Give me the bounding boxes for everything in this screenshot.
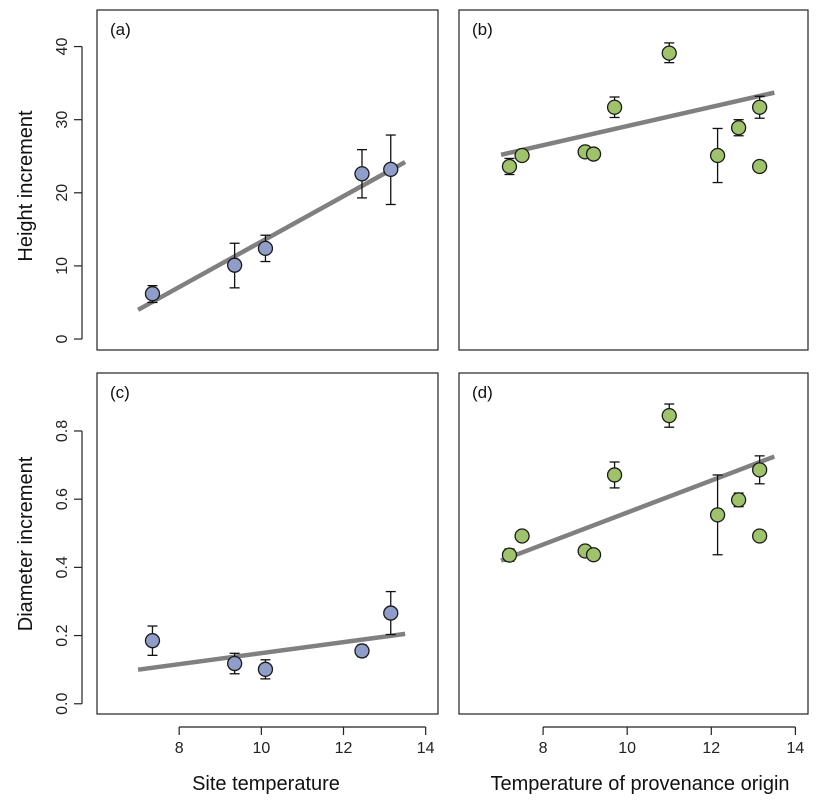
x-tick-label: 8 xyxy=(175,740,184,757)
panel-label: (a) xyxy=(110,20,131,39)
y-tick-label: 0.0 xyxy=(54,693,71,715)
plot-frame xyxy=(458,372,809,715)
data-point xyxy=(383,605,399,621)
data-point xyxy=(730,120,747,136)
panel-label: (c) xyxy=(110,383,130,402)
x-tick-label: 14 xyxy=(786,740,804,757)
data-point xyxy=(585,146,602,162)
data-point xyxy=(751,99,768,115)
panel-label: (d) xyxy=(472,383,493,402)
x-tick-label: 14 xyxy=(417,740,435,757)
y-tick-label: 10 xyxy=(54,257,71,275)
data-point xyxy=(144,286,161,302)
data-point xyxy=(606,99,623,115)
data-point xyxy=(501,547,518,563)
data-point xyxy=(257,240,274,257)
x-tick-label: 12 xyxy=(702,740,720,757)
data-point xyxy=(144,633,161,649)
y-axis-title-top: Height increment xyxy=(15,110,37,262)
y-tick-label: 30 xyxy=(54,111,71,129)
y-tick-label: 0 xyxy=(54,334,71,343)
data-point xyxy=(585,547,602,563)
y-tick-label: 0.6 xyxy=(54,488,71,510)
y-tick-label: 20 xyxy=(54,184,71,202)
panel-label: (b) xyxy=(472,20,493,39)
regression-line xyxy=(500,454,776,563)
data-point xyxy=(709,507,726,523)
data-point xyxy=(730,492,747,508)
data-point xyxy=(226,655,243,672)
y-axis-title-bottom: Diameter increment xyxy=(15,456,37,631)
panel-a: (a) 0 10 20 30 40 xyxy=(54,9,439,351)
data-point xyxy=(751,158,768,175)
data-point xyxy=(751,528,768,544)
x-tick-label: 8 xyxy=(539,740,548,757)
data-point xyxy=(383,161,399,178)
panel-d: (d) 8 10 12 14 xyxy=(458,372,809,757)
data-point xyxy=(751,462,768,478)
data-point xyxy=(226,257,243,273)
regression-line xyxy=(136,160,407,312)
data-point xyxy=(661,45,677,61)
regression-line xyxy=(500,90,775,157)
plot-frame xyxy=(96,9,439,351)
data-point xyxy=(354,166,370,182)
x-axis-title-right: Temperature of provenance origin xyxy=(490,773,789,795)
data-point xyxy=(709,147,726,164)
y-tick-label: 0.4 xyxy=(54,556,71,578)
x-tick-label: 10 xyxy=(252,740,270,757)
x-tick-label: 12 xyxy=(335,740,353,757)
data-point xyxy=(501,158,518,175)
y-tick-label: 0.8 xyxy=(54,420,71,442)
y-tick-label: 40 xyxy=(54,38,71,56)
x-axis-title-left: Site temperature xyxy=(192,773,340,795)
y-tick-label: 0.2 xyxy=(54,624,71,646)
plot-frame xyxy=(458,9,809,351)
data-point xyxy=(514,528,530,544)
data-point xyxy=(354,643,370,659)
data-point xyxy=(606,467,623,483)
data-point xyxy=(514,147,530,164)
plot-frame xyxy=(96,372,439,715)
panel-c: (c) 0.0 0.2 0.4 0.6 0.8 8 10 12 14 xyxy=(54,372,439,757)
data-point xyxy=(661,407,677,424)
regression-line xyxy=(137,631,406,672)
panel-b: (b) xyxy=(458,9,809,351)
data-point xyxy=(257,661,274,677)
x-tick-label: 10 xyxy=(618,740,636,757)
